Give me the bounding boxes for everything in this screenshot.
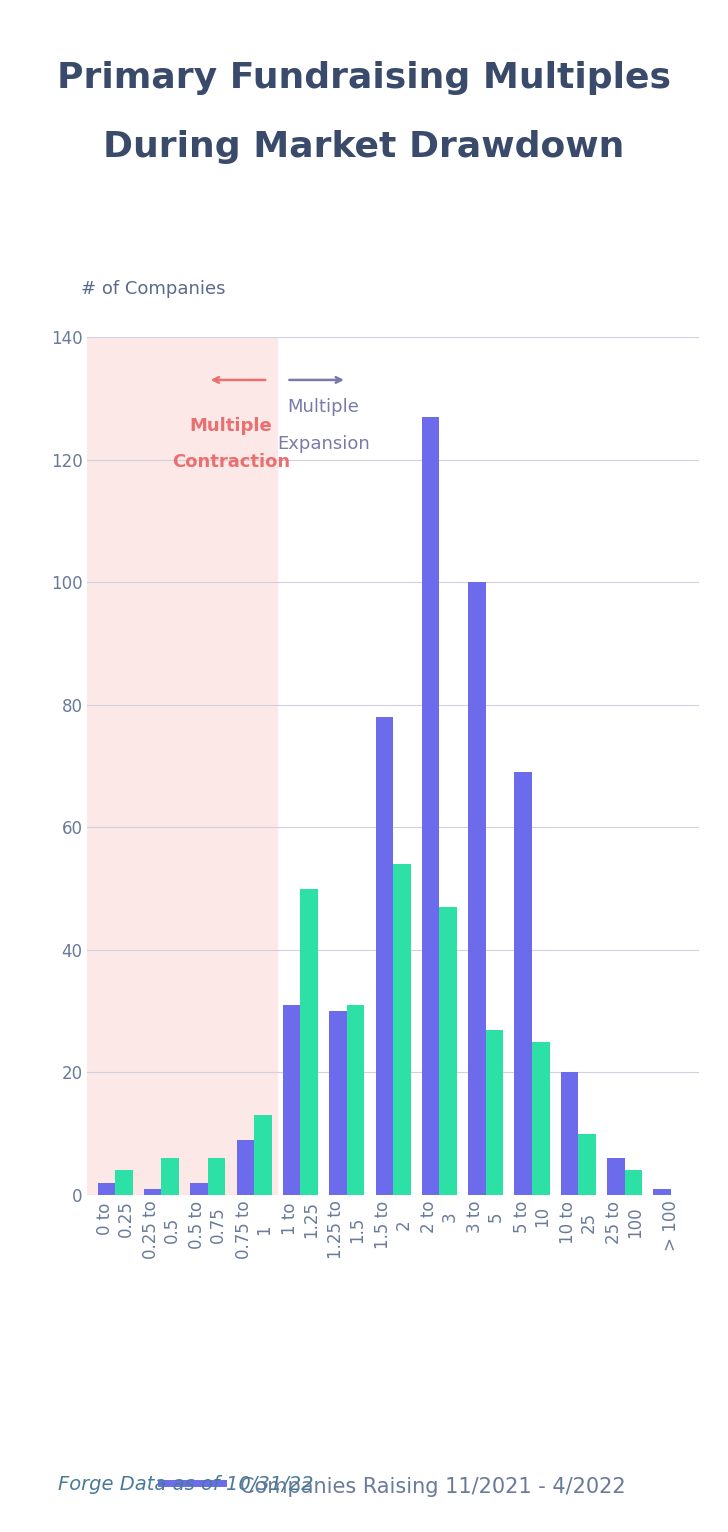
Text: Expansion: Expansion (277, 435, 370, 453)
Bar (486, 1030, 503, 1195)
Bar (440, 907, 457, 1195)
Bar (237, 1140, 254, 1195)
Text: Primary Fundraising Multiples: Primary Fundraising Multiples (57, 61, 671, 95)
Bar (654, 1189, 671, 1195)
Text: Forge Data as of 10/31/22: Forge Data as of 10/31/22 (58, 1475, 314, 1494)
Legend: Companies Raising 11/2021 - 4/2022, Companies Raising 5/2022 - 10/2022: Companies Raising 11/2021 - 4/2022, Comp… (150, 1463, 636, 1532)
Bar (115, 1170, 132, 1195)
Text: Contraction: Contraction (172, 453, 290, 472)
Bar (98, 1183, 115, 1195)
Bar (515, 772, 532, 1195)
Text: Multiple: Multiple (288, 398, 360, 417)
Bar (532, 1042, 550, 1195)
Bar (87, 337, 277, 1195)
Bar (301, 889, 318, 1195)
Bar (347, 1005, 365, 1195)
Bar (579, 1134, 596, 1195)
Bar (283, 1005, 301, 1195)
Bar (561, 1072, 579, 1195)
Bar (393, 864, 411, 1195)
Bar (254, 1115, 272, 1195)
Bar (422, 417, 440, 1195)
Text: # of Companies: # of Companies (82, 280, 226, 299)
Bar (144, 1189, 162, 1195)
Bar (607, 1158, 625, 1195)
Bar (329, 1011, 347, 1195)
Bar (468, 582, 486, 1195)
Bar (207, 1158, 226, 1195)
Bar (625, 1170, 642, 1195)
Text: During Market Drawdown: During Market Drawdown (103, 130, 625, 164)
Bar (162, 1158, 179, 1195)
Text: Multiple: Multiple (189, 417, 272, 435)
Bar (190, 1183, 207, 1195)
Bar (376, 717, 393, 1195)
